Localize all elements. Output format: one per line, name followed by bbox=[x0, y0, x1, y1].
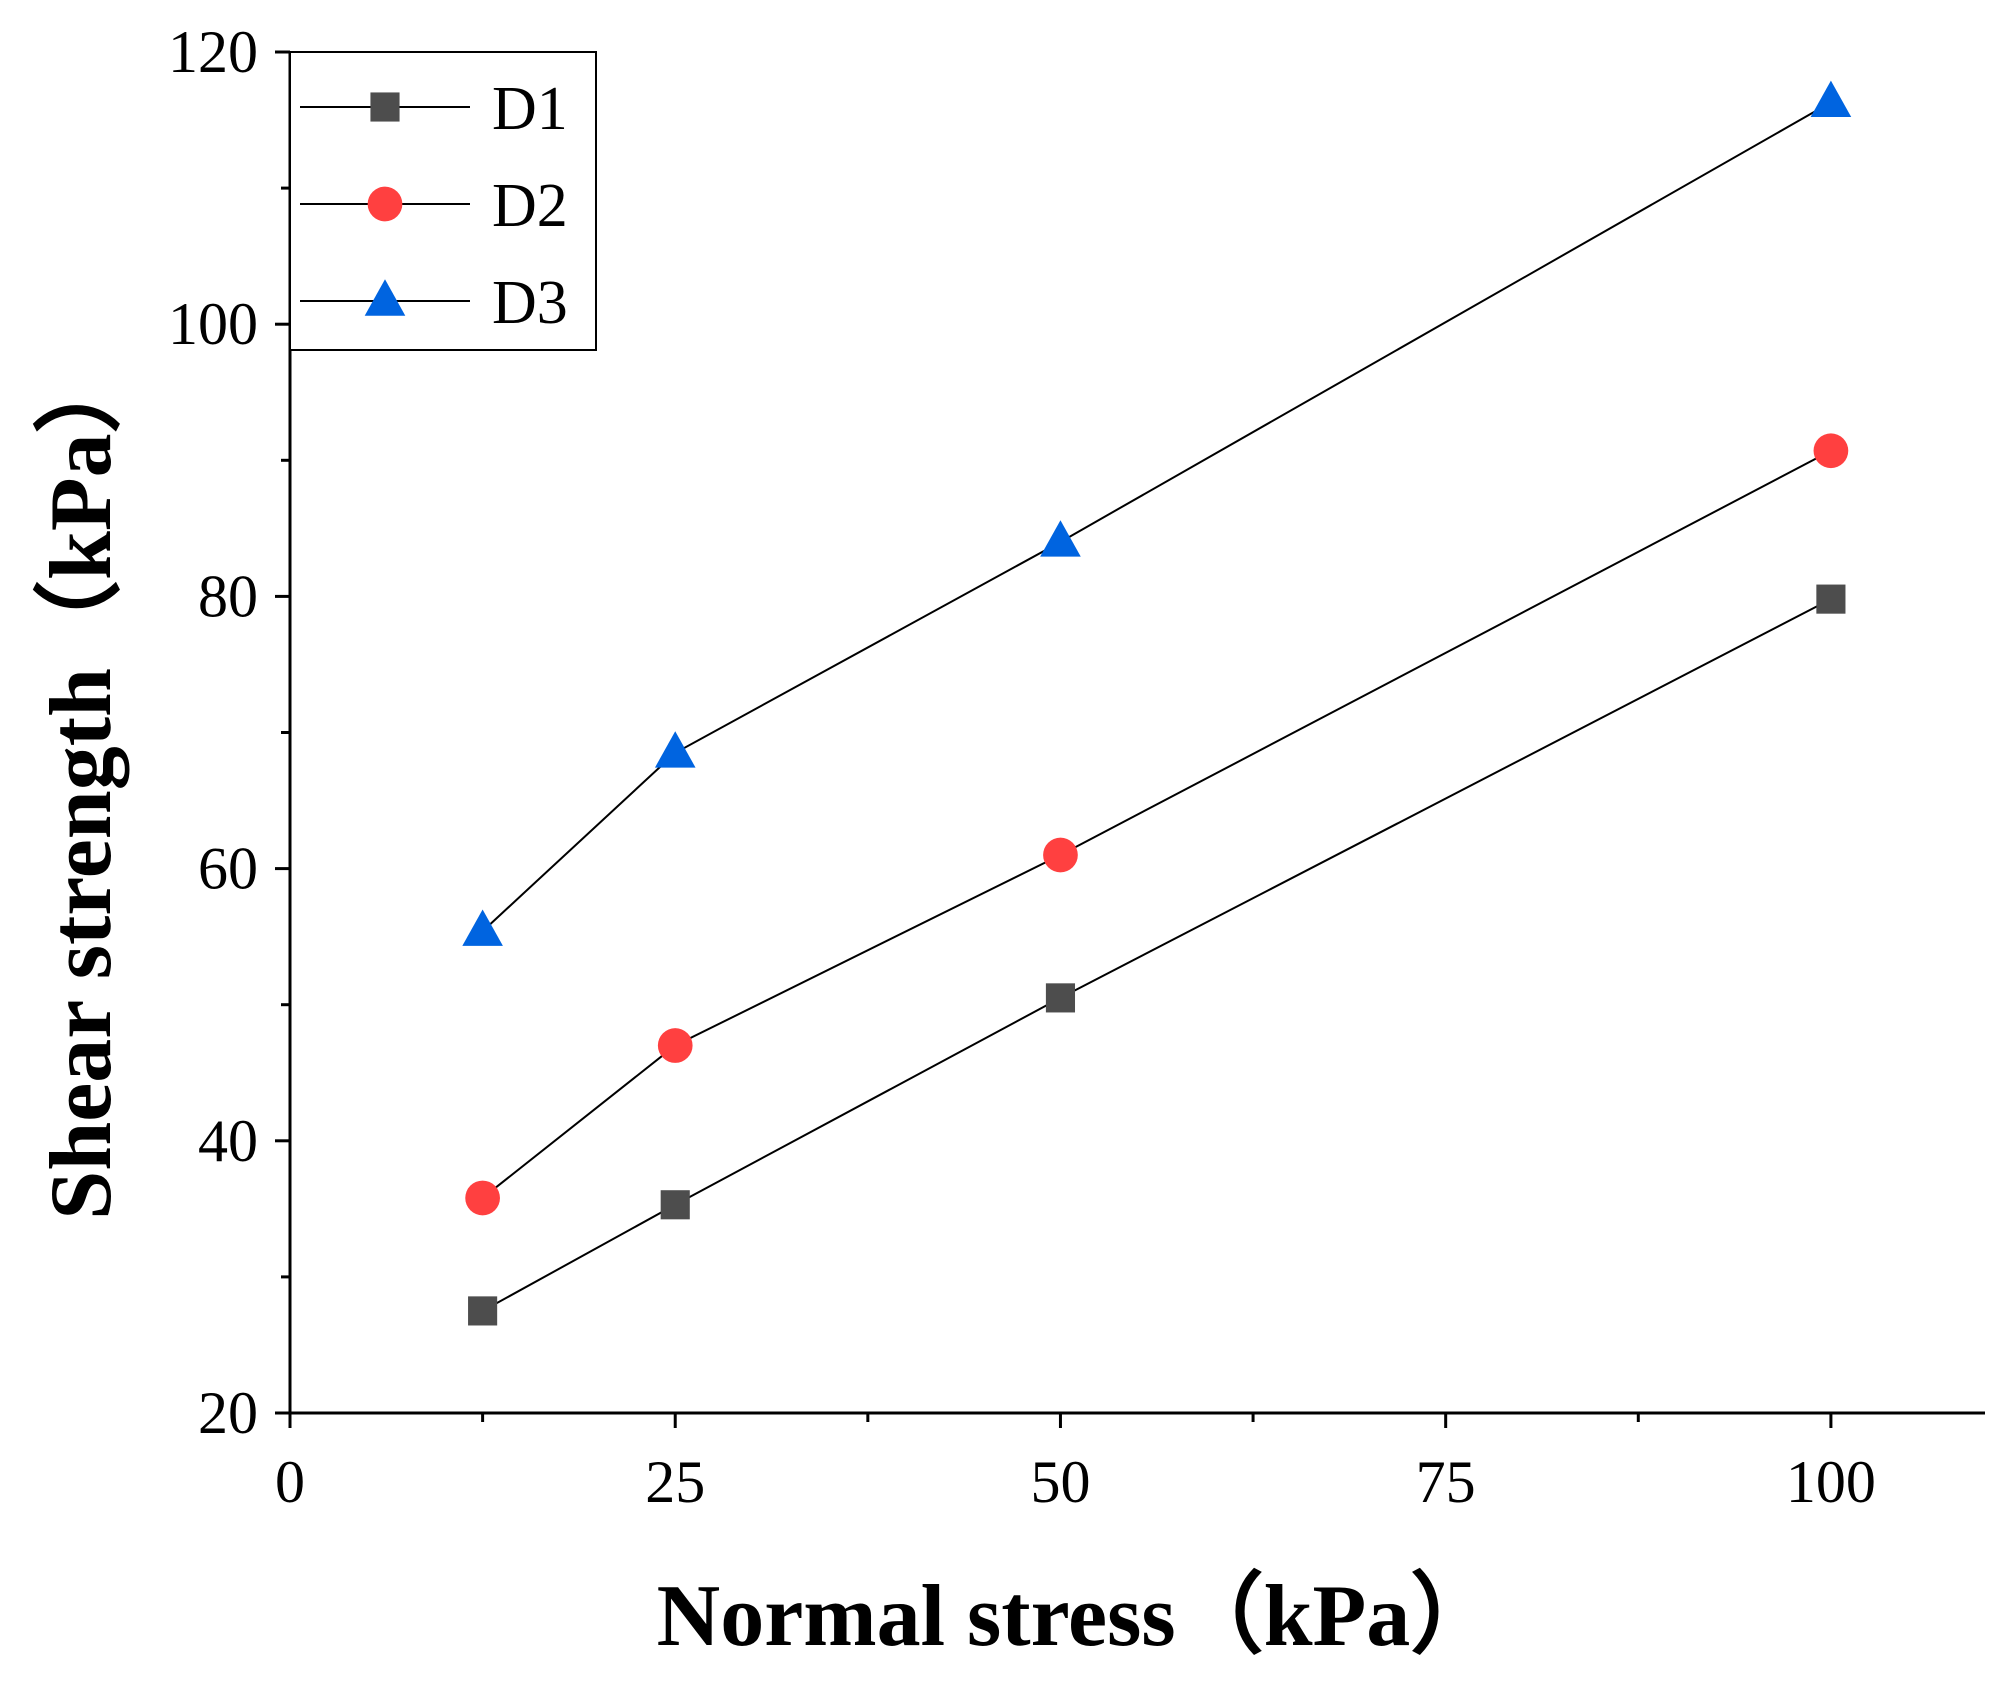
series-d2 bbox=[465, 433, 1849, 1216]
data-point bbox=[660, 1190, 690, 1220]
series-line bbox=[482, 598, 1832, 1312]
axes-layer: 0 25 50 75 100 20 40 60 80 100 120 bbox=[168, 19, 1985, 1515]
y-tick-label: 120 bbox=[168, 19, 258, 85]
data-point bbox=[657, 1028, 693, 1063]
y-tick-label: 100 bbox=[168, 291, 258, 357]
series-line bbox=[481, 101, 1832, 932]
legend: D1 D2 D3 bbox=[289, 51, 597, 351]
data-point bbox=[468, 1296, 498, 1326]
x-tick-label: 25 bbox=[645, 1449, 705, 1515]
data-point bbox=[1045, 983, 1076, 1013]
data-point bbox=[654, 731, 696, 768]
series-d3 bbox=[462, 80, 1852, 946]
data-point bbox=[1816, 584, 1846, 614]
data-point bbox=[1813, 433, 1849, 469]
legend-label: D1 bbox=[492, 75, 568, 143]
legend-marker bbox=[367, 186, 403, 222]
legend-label: D3 bbox=[492, 269, 568, 337]
series-d1 bbox=[468, 584, 1846, 1326]
data-point bbox=[462, 909, 503, 946]
data-point bbox=[1810, 80, 1852, 118]
legend-label: D2 bbox=[492, 172, 568, 240]
x-tick-label: 100 bbox=[1786, 1449, 1876, 1515]
y-tick-label: 40 bbox=[198, 1108, 258, 1174]
y-tick-label: 80 bbox=[198, 563, 258, 629]
y-axis-title: Shear strength（kPa） bbox=[33, 345, 130, 1219]
series-line bbox=[481, 449, 1832, 1199]
y-tick-label: 60 bbox=[198, 836, 258, 902]
legend-marker bbox=[370, 92, 400, 122]
x-tick-label: 50 bbox=[1030, 1449, 1090, 1515]
series-layer bbox=[462, 80, 1852, 1326]
data-point bbox=[1040, 520, 1081, 557]
data-point bbox=[1043, 837, 1078, 873]
x-tick-label: 0 bbox=[275, 1449, 305, 1515]
x-axis-title: Normal stress（kPa） bbox=[657, 1568, 1499, 1665]
x-tick-label: 75 bbox=[1416, 1449, 1476, 1515]
legend-marker bbox=[364, 279, 406, 316]
y-tick-label: 20 bbox=[198, 1380, 258, 1446]
data-point bbox=[465, 1180, 500, 1216]
